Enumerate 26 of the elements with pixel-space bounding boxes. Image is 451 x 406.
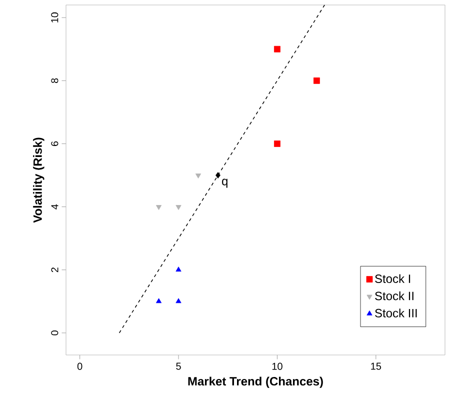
y-tick-label: 0 (51, 330, 58, 336)
y-axis-title: Volatility (Risk) (33, 138, 44, 223)
y-tick-label: 2 (51, 268, 58, 272)
x-tick-label: 0 (77, 362, 82, 370)
point (156, 205, 162, 210)
legend-label: Stock I (375, 274, 410, 284)
x-tick-label: 15 (371, 362, 382, 370)
y-tick-label: 10 (51, 12, 58, 22)
y-tick-label: 6 (51, 141, 58, 146)
x-tick-label: 10 (272, 362, 282, 370)
x-tick-label: 5 (176, 362, 181, 370)
y-tick-label: 8 (51, 78, 58, 84)
point (216, 172, 220, 178)
point (176, 205, 182, 210)
x-axis-title: Market Trend (Chances) (188, 376, 323, 388)
annotation: q (222, 178, 228, 188)
legend-label: Stock III (375, 308, 417, 318)
legend-label: Stock II (375, 291, 414, 300)
point (313, 77, 320, 84)
point (195, 174, 202, 178)
point (274, 46, 280, 52)
y-tick-label: 4 (51, 204, 58, 210)
point (176, 298, 182, 304)
point (156, 298, 162, 304)
point (274, 140, 280, 147)
point (176, 266, 182, 272)
